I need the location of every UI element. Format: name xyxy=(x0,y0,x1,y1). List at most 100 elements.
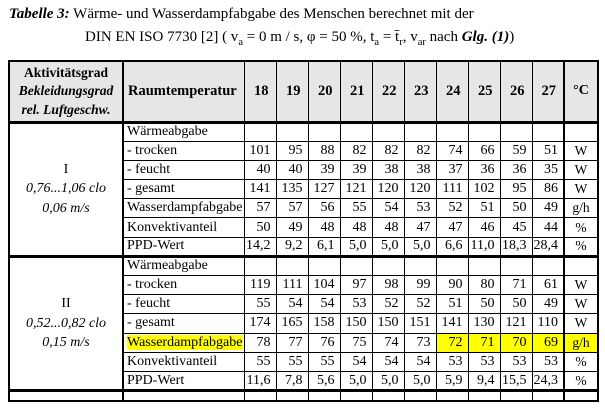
caption-text: ) xyxy=(509,29,515,45)
subscript: ar xyxy=(417,37,426,48)
empty-cell xyxy=(563,389,599,402)
value-cell: 6,6 xyxy=(435,236,469,257)
table-row: Konvektivanteil 50 49 48 48 48 47 47 46 45 44% xyxy=(9,217,599,238)
value-cell: 88 xyxy=(307,140,341,161)
activity-group-cell: II 0,52...0,82 clo 0,15 m/s xyxy=(8,254,124,392)
row-label-cell: - gesamt xyxy=(122,179,245,200)
value-cell xyxy=(467,120,501,142)
table-caption: Tabelle 3: Wärme- und Wasserdampfabgabe … xyxy=(9,3,599,49)
unit-cell: W xyxy=(563,140,599,161)
value-cell: 53 xyxy=(435,351,469,372)
value-cell: 57 xyxy=(275,198,309,219)
value-cell: 158 xyxy=(307,313,341,334)
subscript: a xyxy=(374,37,380,48)
value-cell: 50 xyxy=(467,294,501,315)
row-label: PPD-Wert xyxy=(127,238,185,254)
row-label: Wärmeabgabe xyxy=(127,258,208,274)
value-cell: 150 xyxy=(371,313,405,334)
value-cell: 37 xyxy=(435,159,469,181)
value-cell: 5,0 xyxy=(371,370,405,392)
caption-text: = t̄ xyxy=(379,29,400,45)
value-cell: 141 xyxy=(435,313,469,334)
value-cell: 5,0 xyxy=(371,236,405,257)
value-cell: 69 xyxy=(531,332,565,353)
value-cell: 121 xyxy=(339,179,373,200)
value-cell xyxy=(467,254,501,277)
value-cell: 98 xyxy=(371,274,405,296)
value-cell: 5,0 xyxy=(339,370,373,392)
table-row: - feucht 40 40 39 39 38 38 37 36 36 35 W xyxy=(9,159,599,181)
activity-header-line: Aktivitätsgrad xyxy=(24,64,108,80)
unit-cell: % xyxy=(563,217,599,238)
value-cell: 110 xyxy=(531,313,565,334)
value-cell: 38 xyxy=(403,159,437,181)
value-cell: 74 xyxy=(371,332,405,353)
empty-cell xyxy=(8,389,124,402)
value-cell: 52 xyxy=(371,294,405,315)
value-cell: 111 xyxy=(435,179,469,200)
value-cell: 49 xyxy=(275,217,309,238)
value-cell: 55 xyxy=(307,351,341,372)
value-cell xyxy=(307,120,341,142)
unit-cell: W xyxy=(563,159,599,181)
activity-grade: I xyxy=(63,161,69,177)
empty-cell xyxy=(122,389,245,402)
value-cell xyxy=(435,120,469,142)
value-cell xyxy=(531,120,565,142)
value-cell: 165 xyxy=(275,313,309,334)
row-label-cell: - trocken xyxy=(122,140,245,161)
row-label: - feucht xyxy=(127,296,171,312)
subscript: a xyxy=(238,37,243,48)
unit-cell: % xyxy=(563,351,599,372)
value-cell: 5,0 xyxy=(339,236,373,257)
row-label-cell: - gesamt xyxy=(122,313,245,334)
row-label: Konvektivanteil xyxy=(127,353,218,369)
value-cell: 90 xyxy=(435,274,469,296)
subscript: r xyxy=(399,37,403,48)
value-cell: 150 xyxy=(339,313,373,334)
clothing-grade: 0,52...0,82 clo xyxy=(25,315,107,331)
value-cell: 39 xyxy=(307,159,341,181)
value-cell: 36 xyxy=(467,159,501,181)
value-cell xyxy=(371,120,405,142)
value-cell: 54 xyxy=(339,351,373,372)
value-cell: 82 xyxy=(339,140,373,161)
value-cell: 48 xyxy=(339,217,373,238)
value-cell: 78 xyxy=(243,332,277,353)
value-cell: 18,3 xyxy=(499,236,533,257)
value-cell: 51 xyxy=(467,198,501,219)
value-cell: 55 xyxy=(243,294,277,315)
value-cell: 53 xyxy=(499,351,533,372)
row-label: - trocken xyxy=(127,277,178,293)
room-temperature-header: Raumtemperatur xyxy=(122,60,245,124)
row-label-cell: Wärmeabgabe xyxy=(122,254,245,277)
temp-column-header: 25 xyxy=(467,60,501,124)
table-row: Wasserdampfabgabe 57 57 56 55 54 53 52 51 50 49 g/h xyxy=(9,198,599,219)
value-cell: 53 xyxy=(403,198,437,219)
equation-reference: Glg. (1) xyxy=(461,29,510,45)
row-label-cell: PPD-Wert xyxy=(122,370,245,392)
value-cell: 38 xyxy=(371,159,405,181)
empty-cell xyxy=(403,389,437,402)
value-cell: 119 xyxy=(243,274,277,296)
value-cell: 51 xyxy=(531,140,565,161)
value-cell xyxy=(339,120,373,142)
value-cell: 45 xyxy=(499,217,533,238)
air-velocity: 0,06 m/s xyxy=(42,200,90,216)
row-label: Konvektivanteil xyxy=(127,219,218,235)
value-cell: 77 xyxy=(275,332,309,353)
value-cell: 24,3 xyxy=(531,370,565,392)
row-label: - gesamt xyxy=(127,181,175,197)
row-label-cell: Konvektivanteil xyxy=(122,351,245,372)
value-cell: 121 xyxy=(499,313,533,334)
value-cell: 54 xyxy=(403,351,437,372)
value-cell: 40 xyxy=(243,159,277,181)
value-cell: 50 xyxy=(499,294,533,315)
value-cell: 104 xyxy=(307,274,341,296)
row-label: PPD-Wert xyxy=(127,372,185,388)
value-cell: 48 xyxy=(371,217,405,238)
value-cell: 127 xyxy=(307,179,341,200)
row-label: - gesamt xyxy=(127,315,175,331)
clothing-header-line: Bekleidungsgrad xyxy=(18,83,114,98)
value-cell: 53 xyxy=(339,294,373,315)
